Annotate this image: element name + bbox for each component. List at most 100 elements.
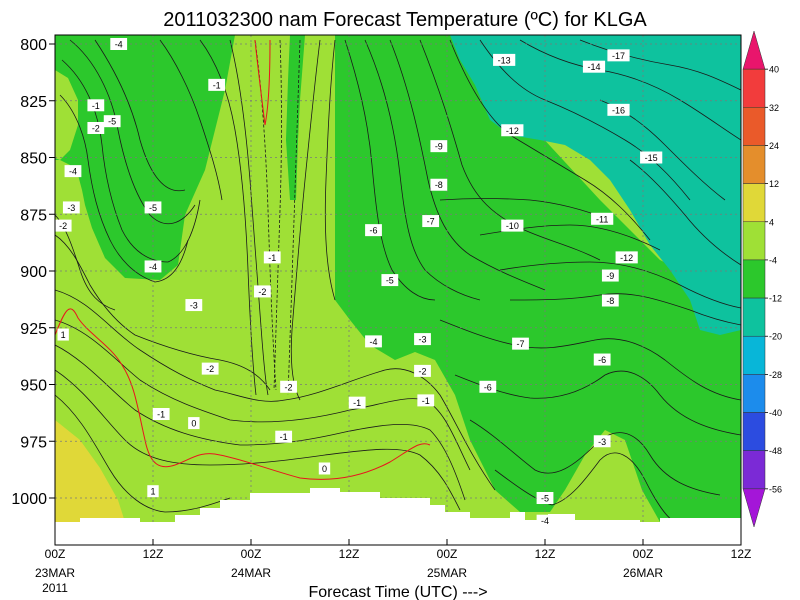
colorbar-segment: [742, 412, 766, 451]
contour-label-text: 0: [191, 419, 196, 429]
x-tick-label: 00Z: [437, 547, 458, 561]
contour-label: -6: [365, 224, 382, 237]
contour-label-text: -4: [149, 262, 157, 272]
fill-band-light-green-pocket-left: [55, 70, 78, 160]
contour-label-text: -2: [258, 287, 266, 297]
colorbar-label: -4: [769, 255, 777, 265]
contour-label-text: -5: [541, 494, 549, 504]
contour-line: [55, 369, 461, 511]
contour-label-bg: [536, 514, 554, 527]
contour-label: -8: [601, 294, 619, 307]
contour-line: [449, 39, 651, 241]
contour-line: [389, 39, 546, 291]
colorbar-label: 40: [769, 65, 779, 75]
zero-isotherm: [55, 39, 431, 480]
contour-label-text: -17: [612, 51, 625, 61]
contour-label-bg: [201, 362, 219, 375]
contour-label: -12: [615, 251, 638, 264]
contour-label-text: -3: [598, 437, 606, 447]
contour-line: [479, 39, 691, 201]
contour-label-bg: [147, 485, 159, 498]
contour-label-text: -16: [612, 105, 625, 115]
bottom-mask: [55, 522, 741, 545]
x-tick-label: 00Z: [45, 547, 66, 561]
zero-contour-line: [55, 308, 431, 480]
contour-line: [509, 293, 741, 326]
contour-line: [94, 39, 186, 192]
contour-label: 1: [147, 485, 159, 498]
contour-label-bg: [103, 115, 121, 128]
contour-line: [499, 261, 741, 309]
colorbar-segment: [742, 259, 766, 299]
x-tick-label: 12Z: [535, 547, 556, 561]
contour-label-bg: [280, 380, 297, 393]
contour-label-text: -1: [92, 101, 100, 111]
contour-label-bg: [640, 151, 663, 164]
fill-band-teal: [450, 35, 741, 335]
contour-label-text: -12: [506, 126, 519, 136]
contour-label: -4: [144, 260, 162, 273]
x-axis-label: Forecast Time (UTC) --->: [308, 584, 487, 600]
contour-label-text: -3: [418, 335, 426, 345]
contour-label: -5: [103, 115, 121, 128]
x-tick-label: 00Z: [633, 547, 654, 561]
contour-label: -4: [536, 514, 554, 527]
contour-label-bg: [607, 49, 630, 62]
colorbar-segment: [742, 221, 766, 261]
colorbar-segment: [742, 297, 766, 337]
contour-label-bg: [62, 201, 80, 214]
contour-label-text: -2: [59, 221, 67, 231]
colorbar-segment: [742, 450, 766, 490]
contour-label-bg: [208, 78, 226, 91]
contour-line: [439, 319, 741, 401]
contour-label: -5: [144, 201, 162, 214]
contour-label-bg: [318, 462, 331, 475]
contour-label-bg: [417, 394, 435, 407]
colorbar-label: 12: [769, 179, 779, 189]
colorbar-label: 24: [769, 141, 779, 151]
contour-label-text: -1: [157, 410, 165, 420]
contour-label-bg: [430, 178, 448, 191]
contour-label-text: -9: [435, 142, 443, 152]
contour-label: -7: [512, 337, 529, 350]
contour-label: -9: [430, 140, 448, 153]
contour-label-bg: [593, 353, 611, 366]
contour-label: -6: [593, 353, 611, 366]
contour-label-text: -5: [108, 117, 116, 127]
contour-label: -17: [607, 49, 630, 62]
y-tick-label: 950: [20, 378, 47, 395]
contour-label: -9: [601, 269, 619, 282]
y-tick-label: 825: [20, 94, 47, 111]
contour-label: -2: [280, 380, 297, 393]
contour-label: -1: [208, 78, 226, 91]
contour-line: [159, 39, 223, 201]
colorbar-label: -48: [769, 446, 782, 456]
contour-label-bg: [591, 212, 614, 225]
contour-label-bg: [87, 99, 105, 112]
contour-label-bg: [152, 408, 170, 421]
contour-line: [69, 39, 196, 225]
colorbar-segment: [742, 107, 766, 146]
colorbar-segment: [742, 183, 766, 223]
contour-label-text: -2: [206, 364, 214, 374]
contour-label: -2: [201, 362, 219, 375]
contour-label-text: -15: [645, 153, 658, 163]
contour-label: -2: [254, 285, 271, 298]
contour-label-text: -4: [369, 337, 377, 347]
contour-label-text: -6: [598, 355, 606, 365]
contour-label-text: -10: [506, 221, 519, 231]
contour-label: -1: [348, 396, 366, 409]
contour-label-text: -4: [69, 167, 77, 177]
x-tick-date: 23MAR: [35, 566, 75, 580]
contour-label-bg: [254, 285, 271, 298]
x-tick-year: 2011: [42, 581, 68, 595]
contour-label: -2: [87, 121, 105, 134]
contour-line: [494, 452, 673, 521]
contour-label-text: -2: [92, 123, 100, 133]
contour-label: -3: [185, 299, 203, 312]
contour-label-text: -4: [115, 40, 123, 50]
x-tick-date: 25MAR: [427, 566, 467, 580]
contour-label-text: -2: [418, 366, 426, 376]
colorbar-label: -28: [769, 370, 782, 380]
